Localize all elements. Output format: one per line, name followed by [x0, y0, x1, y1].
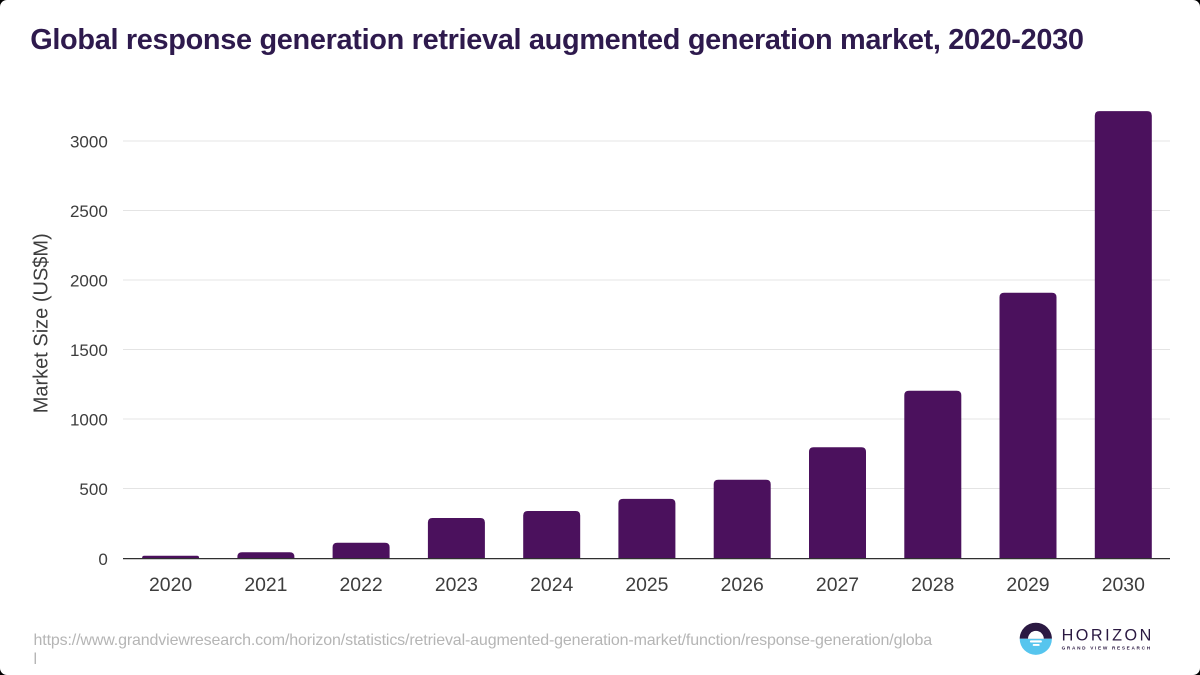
svg-text:GRAND VIEW RESEARCH: GRAND VIEW RESEARCH — [1062, 645, 1152, 650]
svg-text:2000: 2000 — [70, 271, 108, 290]
svg-text:2029: 2029 — [1006, 574, 1049, 596]
svg-text:1500: 1500 — [70, 341, 108, 360]
svg-text:2022: 2022 — [340, 574, 383, 596]
svg-text:Market Size (US$M): Market Size (US$M) — [30, 233, 52, 413]
svg-text:2027: 2027 — [816, 574, 859, 596]
svg-text:2030: 2030 — [1102, 574, 1145, 596]
svg-text:2500: 2500 — [70, 202, 108, 221]
svg-text:2028: 2028 — [911, 574, 954, 596]
svg-text:500: 500 — [79, 480, 107, 499]
svg-text:2024: 2024 — [530, 574, 573, 596]
svg-text:2026: 2026 — [721, 574, 764, 596]
svg-text:0: 0 — [98, 550, 107, 569]
svg-text:3000: 3000 — [70, 132, 108, 151]
svg-text:HORIZON: HORIZON — [1062, 627, 1154, 645]
svg-text:2023: 2023 — [435, 574, 478, 596]
svg-text:2021: 2021 — [244, 574, 287, 596]
svg-text:2020: 2020 — [149, 574, 192, 596]
svg-text:2025: 2025 — [625, 574, 668, 596]
svg-text:1000: 1000 — [70, 410, 108, 429]
